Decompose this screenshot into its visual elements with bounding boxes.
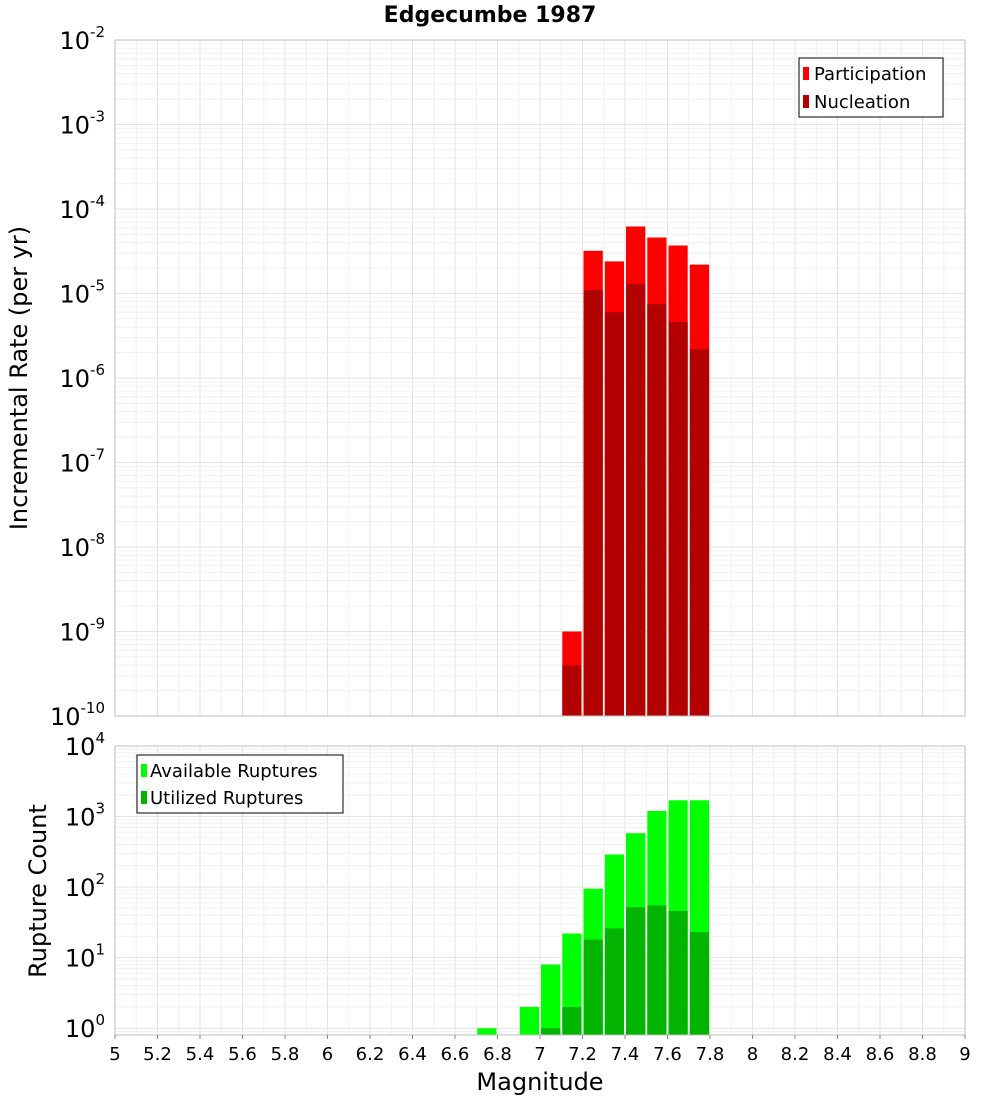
top-y-tick-label: 10-5: [59, 277, 105, 309]
legend-label-utilized: Utilized Ruptures: [150, 788, 303, 809]
legend-swatch-utilized: [141, 791, 147, 804]
bottom-legend: Available Ruptures Utilized Ruptures: [136, 754, 344, 814]
top-y-tick-label: 10-2: [59, 23, 105, 55]
bottom-bar-utilized-ruptures: [541, 1028, 561, 1035]
bottom-y-tick-label: 100: [65, 1011, 105, 1043]
bottom-bar-utilized-ruptures: [647, 905, 667, 1035]
top-y-tick-label: 10-3: [59, 108, 105, 140]
bottom-bar-utilized-ruptures: [689, 932, 710, 1035]
x-tick-label: 7.2: [568, 1044, 597, 1065]
x-tick-label: 5.8: [271, 1044, 300, 1065]
top-y-tick-label: 10-6: [59, 361, 105, 393]
top-y-tick-label: 10-10: [50, 699, 105, 731]
top-y-tick-label: 10-9: [59, 615, 105, 647]
x-tick-label: 9: [959, 1044, 970, 1065]
x-tick-label: 6.2: [356, 1044, 385, 1065]
x-tick-label: 8: [747, 1044, 758, 1065]
bottom-bar-utilized-ruptures: [626, 907, 646, 1035]
x-tick-label: 7.4: [611, 1044, 640, 1065]
x-tick-label: 7: [534, 1044, 545, 1065]
x-tick-label: 5.4: [186, 1044, 215, 1065]
bottom-bar-utilized-ruptures: [604, 928, 624, 1035]
legend-label-available: Available Ruptures: [150, 761, 318, 782]
bottom-bar-available-ruptures: [541, 964, 561, 1035]
x-tick-label: 5.2: [143, 1044, 172, 1065]
x-tick-label: 8.4: [823, 1044, 852, 1065]
top-bar-nucleation: [626, 283, 646, 716]
bottom-y-tick-label: 101: [65, 941, 105, 973]
legend-label-participation: Participation: [814, 64, 926, 85]
x-tick-label: 6: [322, 1044, 333, 1065]
top-legend: Participation Nucleation: [798, 57, 944, 118]
bottom-y-tick-label: 103: [65, 800, 105, 832]
x-tick-label: 7.6: [653, 1044, 682, 1065]
bottom-bar-utilized-ruptures: [562, 1006, 582, 1035]
x-tick-label: 6.4: [398, 1044, 427, 1065]
x-axis-label: Magnitude: [476, 1068, 603, 1096]
top-bar-nucleation: [562, 665, 582, 716]
bottom-bar-utilized-ruptures: [668, 910, 688, 1035]
top-y-tick-label: 10-4: [59, 192, 105, 224]
bottom-bar-available-ruptures: [519, 1006, 540, 1035]
top-y-tick-label: 10-7: [59, 446, 105, 478]
x-tick-label: 5.6: [228, 1044, 257, 1065]
bottom-y-axis-label: Rupture Count: [24, 804, 52, 978]
bottom-bar-available-ruptures: [477, 1028, 497, 1035]
x-tick-label: 8.6: [866, 1044, 895, 1065]
x-tick-label: 5: [109, 1044, 120, 1065]
bottom-y-tick-label: 102: [65, 870, 105, 902]
x-tick-label: 8.2: [781, 1044, 810, 1065]
bottom-legend-box: [136, 754, 344, 814]
top-plot-grid: [114, 39, 966, 717]
legend-swatch-available: [141, 764, 147, 777]
top-bar-nucleation: [604, 312, 624, 716]
x-tick-label: 6.8: [483, 1044, 512, 1065]
chart-title: Edgecumbe 1987: [384, 3, 597, 28]
top-plot-bars: [562, 226, 710, 717]
legend-label-nucleation: Nucleation: [814, 92, 910, 113]
top-bar-nucleation: [668, 322, 688, 716]
x-tick-label: 8.8: [908, 1044, 937, 1065]
top-y-tick-label: 10-8: [59, 530, 105, 562]
top-bar-nucleation: [647, 304, 667, 716]
top-legend-box: [798, 57, 944, 118]
x-tick-label: 6.6: [441, 1044, 470, 1065]
top-y-axis-label: Incremental Rate (per yr): [5, 226, 33, 530]
top-bar-nucleation: [689, 349, 710, 716]
bottom-bar-utilized-ruptures: [583, 939, 603, 1035]
bottom-y-tick-labels: 100 101 102 103 104: [65, 729, 105, 1043]
legend-swatch-participation: [803, 67, 809, 80]
bottom-plot-grid: [114, 745, 966, 1036]
top-y-tick-labels: 10-10 10-9 10-8 10-7 10-6 10-5 10-4 10-3 10-2: [50, 23, 105, 731]
bottom-plot-bars: [477, 800, 710, 1035]
top-plot-frame: [114, 39, 966, 717]
top-bar-nucleation: [583, 290, 603, 716]
x-tick-label: 7.8: [696, 1044, 725, 1065]
bottom-y-tick-label: 104: [65, 729, 105, 761]
x-tick-labels: 5 5.2 5.4 5.6 5.8 6 6.2 6.4 6.6 6.8 7 7.2 7.4 7.6 7.8 8…: [109, 1035, 971, 1065]
legend-swatch-nucleation: [803, 95, 809, 108]
